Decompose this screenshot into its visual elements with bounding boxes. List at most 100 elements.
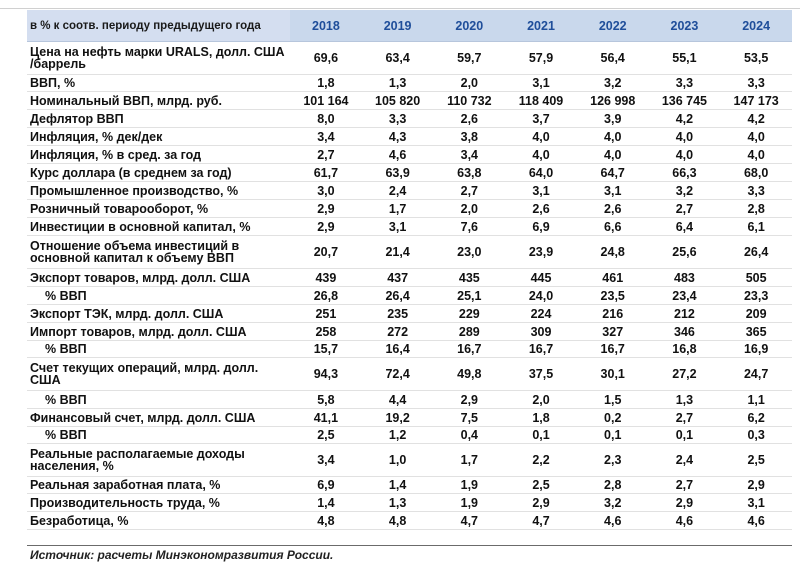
value-cell: 4,7	[505, 511, 577, 530]
table-row: Инвестиции в основной капитал, % 2,9 3,1 7,…	[27, 217, 792, 236]
table-row: % ВВП 5,8 4,4 2,9 2,0 1,5 1,3 1,1	[27, 390, 792, 409]
row-label: Цена на нефть марки URALS, долл. США /ба…	[27, 41, 291, 75]
value-cell: 30,1	[576, 357, 649, 391]
value-cell: 16,8	[648, 340, 721, 358]
value-cell: 41,1	[290, 408, 362, 427]
table-bottom-rule	[27, 545, 792, 546]
value-cell: 23,9	[505, 235, 577, 269]
value-cell: 4,2	[648, 109, 721, 128]
row-label: Реальные располагаемые доходы населения,…	[27, 443, 291, 477]
value-cell: 126 998	[576, 91, 649, 110]
value-cell: 4,6	[361, 145, 434, 164]
value-cell: 2,0	[433, 199, 506, 218]
row-label: Экспорт ТЭК, млрд. долл. США	[27, 304, 291, 323]
value-cell: 4,4	[361, 390, 434, 409]
value-cell: 26,4	[361, 286, 434, 305]
value-cell: 136 745	[648, 91, 721, 110]
value-cell: 69,6	[290, 41, 362, 75]
value-cell: 3,3	[720, 181, 792, 200]
table-row: Экспорт товаров, млрд. долл. США 439 437 43…	[27, 268, 792, 287]
value-cell: 5,8	[290, 390, 362, 409]
value-cell: 3,3	[648, 74, 721, 92]
row-label: Инфляция, % в сред. за год	[27, 145, 291, 164]
value-cell: 2,9	[433, 390, 506, 409]
value-cell: 4,6	[576, 511, 649, 530]
table-row: % ВВП 2,5 1,2 0,4 0,1 0,1 0,1 0,3	[27, 426, 792, 444]
value-cell: 20,7	[290, 235, 362, 269]
value-cell: 16,9	[720, 340, 792, 358]
value-cell: 309	[505, 322, 577, 341]
value-cell: 110 732	[433, 91, 506, 110]
row-label: % ВВП	[27, 390, 291, 409]
forecast-table: в % к соотв. периоду предыдущего года 20…	[27, 10, 792, 530]
row-label: Финансовый счет, млрд. долл. США	[27, 408, 291, 427]
value-cell: 4,0	[720, 145, 792, 164]
value-cell: 59,7	[433, 41, 506, 75]
value-cell: 61,7	[290, 163, 362, 182]
value-cell: 0,4	[433, 426, 506, 444]
value-cell: 16,7	[576, 340, 649, 358]
value-cell: 2,7	[433, 181, 506, 200]
value-cell: 3,7	[505, 109, 577, 128]
year-header: 2021	[505, 10, 577, 42]
row-label: Безработица, %	[27, 511, 291, 530]
value-cell: 3,9	[576, 109, 649, 128]
value-cell: 6,9	[290, 476, 362, 494]
value-cell: 63,8	[433, 163, 506, 182]
table-row: Счет текущих операций, млрд. долл. США 94…	[27, 357, 792, 391]
value-cell: 0,1	[576, 426, 649, 444]
value-cell: 1,1	[720, 390, 792, 409]
value-cell: 23,0	[433, 235, 506, 269]
value-cell: 2,5	[720, 443, 792, 477]
value-cell: 2,9	[648, 493, 721, 512]
value-cell: 4,7	[433, 511, 506, 530]
year-header: 2018	[290, 10, 362, 42]
value-cell: 6,9	[505, 217, 577, 236]
row-label: Инвестиции в основной капитал, %	[27, 217, 291, 236]
value-cell: 2,0	[433, 74, 506, 92]
row-label: Инфляция, % дек/дек	[27, 127, 291, 146]
value-cell: 2,7	[648, 408, 721, 427]
value-cell: 2,9	[505, 493, 577, 512]
value-cell: 2,7	[290, 145, 362, 164]
value-cell: 1,3	[361, 74, 434, 92]
row-label: Отношение объема инвестиций в основной к…	[27, 235, 291, 269]
value-cell: 64,7	[576, 163, 649, 182]
value-cell: 23,4	[648, 286, 721, 305]
value-cell: 3,3	[720, 74, 792, 92]
value-cell: 19,2	[361, 408, 434, 427]
table-row: Финансовый счет, млрд. долл. США 41,1 19,2…	[27, 408, 792, 427]
value-cell: 4,6	[720, 511, 792, 530]
row-label: Розничный товарооборот, %	[27, 199, 291, 218]
header-row: в % к соотв. периоду предыдущего года 20…	[27, 10, 792, 42]
value-cell: 57,9	[505, 41, 577, 75]
value-cell: 439	[290, 268, 362, 287]
value-cell: 16,7	[505, 340, 577, 358]
value-cell: 209	[720, 304, 792, 323]
value-cell: 6,6	[576, 217, 649, 236]
value-cell: 3,3	[361, 109, 434, 128]
table-row: Отношение объема инвестиций в основной к…	[27, 235, 792, 269]
value-cell: 0,1	[505, 426, 577, 444]
row-label: Курс доллара (в среднем за год)	[27, 163, 291, 182]
value-cell: 4,3	[361, 127, 434, 146]
value-cell: 16,4	[361, 340, 434, 358]
value-cell: 2,7	[648, 199, 721, 218]
row-label: % ВВП	[27, 426, 291, 444]
value-cell: 1,0	[361, 443, 434, 477]
value-cell: 7,5	[433, 408, 506, 427]
value-cell: 1,4	[361, 476, 434, 494]
value-cell: 6,1	[720, 217, 792, 236]
value-cell: 4,6	[648, 511, 721, 530]
value-cell: 25,1	[433, 286, 506, 305]
table-row: Инфляция, % в сред. за год 2,7 4,6 3,4 4,0 4,…	[27, 145, 792, 164]
value-cell: 2,4	[361, 181, 434, 200]
value-cell: 1,7	[433, 443, 506, 477]
value-cell: 224	[505, 304, 577, 323]
value-cell: 53,5	[720, 41, 792, 75]
row-label: % ВВП	[27, 286, 291, 305]
value-cell: 4,8	[290, 511, 362, 530]
value-cell: 3,2	[648, 181, 721, 200]
year-header: 2022	[576, 10, 649, 42]
value-cell: 6,4	[648, 217, 721, 236]
